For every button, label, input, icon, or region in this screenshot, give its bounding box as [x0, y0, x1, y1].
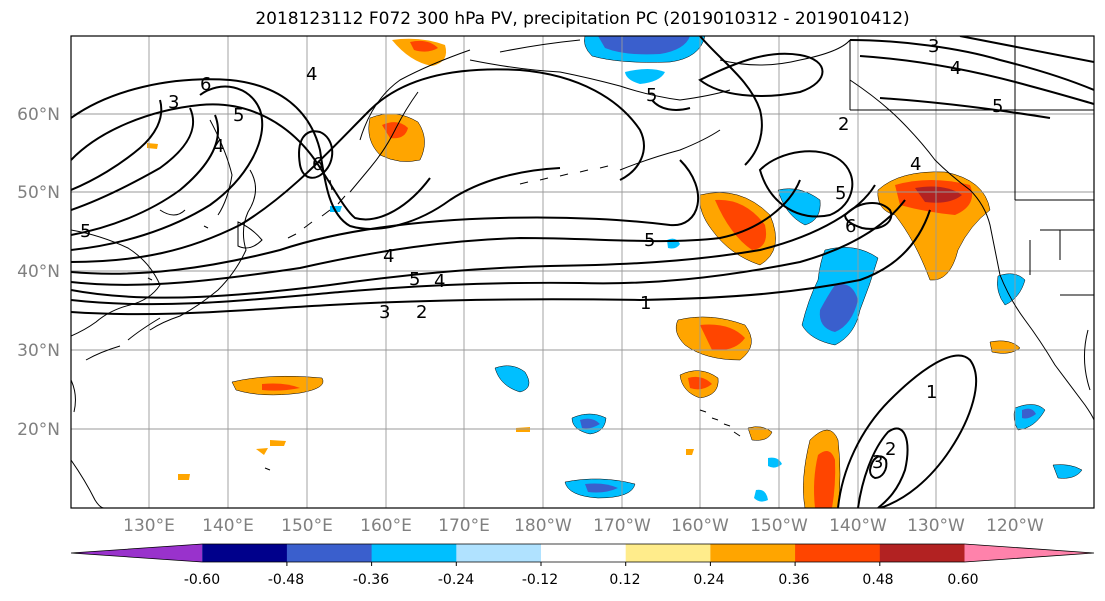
colorbar-outline: [70, 543, 1095, 563]
lon-label: 120°W: [986, 516, 1044, 536]
colorbar-segment: [71, 544, 203, 562]
contour-label: 1: [640, 293, 651, 314]
contour-label: 5: [644, 230, 655, 251]
lon-label: 160°E: [360, 516, 412, 536]
contour-label: 4: [213, 136, 224, 157]
map-frame: [70, 35, 1095, 509]
colorbar-tick-label: 0.12: [609, 572, 640, 588]
colorbar-segment: [202, 544, 288, 562]
lon-label: 170°W: [593, 516, 651, 536]
pv-contours: [71, 36, 1094, 508]
contour-label: 6: [312, 154, 323, 175]
lon-labels: 130°E 140°E 150°E 160°E 170°E 180°W 170°…: [123, 516, 1044, 536]
colorbar-tick-label: 0.24: [693, 572, 724, 588]
colorbar: [70, 543, 1095, 566]
lon-label: 180°W: [514, 516, 572, 536]
coastlines: [71, 36, 1094, 508]
colorbar-tick-label: 0.48: [862, 572, 893, 588]
contour-label: 2: [885, 439, 896, 460]
map-area: 1 2 3 4 4 5 3 5 6 6 5 4 4 5 5 5 6 2 4 3 …: [71, 36, 1094, 508]
colorbar-ticks: -0.60 -0.48 -0.36 -0.24 -0.12 0.12 0.24 …: [184, 572, 979, 588]
colorbar-tick-label: -0.36: [353, 572, 389, 588]
colorbar-tick-label: -0.48: [268, 572, 304, 588]
colorbar-tick-label: -0.12: [522, 572, 558, 588]
contour-label: 5: [80, 221, 91, 242]
lat-labels: 60°N 50°N 40°N 30°N 20°N: [17, 105, 60, 440]
contour-label: 4: [306, 64, 317, 85]
contour-label: 4: [434, 271, 445, 292]
contour-label: 6: [845, 216, 856, 237]
lat-label: 40°N: [17, 262, 60, 282]
lat-label: 30°N: [17, 341, 60, 361]
contour-label: 4: [383, 246, 394, 267]
lon-label: 140°E: [202, 516, 254, 536]
contour-label: 2: [838, 114, 849, 135]
colorbar-segment: [964, 544, 1094, 562]
contour-label: 4: [950, 58, 961, 79]
contour-label: 5: [835, 183, 846, 204]
contour-label: 2: [416, 302, 427, 323]
colorbar-segment: [371, 544, 457, 562]
lon-label: 150°W: [750, 516, 808, 536]
lon-label: 140°W: [829, 516, 887, 536]
colorbar-tick-label: -0.24: [438, 572, 474, 588]
colorbar-segment: [625, 544, 711, 562]
colorbar-segment: [879, 544, 965, 562]
colorbar-tick-label: 0.36: [778, 572, 809, 588]
contour-label: 3: [928, 36, 939, 57]
contour-label: 5: [646, 85, 657, 106]
contour-label: 5: [992, 96, 1003, 117]
colorbar-segment: [795, 544, 881, 562]
contour-label: 4: [910, 154, 921, 175]
lon-label: 150°E: [281, 516, 333, 536]
contour-label: 3: [872, 452, 883, 473]
contour-label: 3: [168, 92, 179, 113]
lon-label: 160°W: [671, 516, 729, 536]
contour-label: 5: [233, 105, 244, 126]
contour-label: 5: [409, 269, 420, 290]
colorbar-segment: [286, 544, 373, 562]
colorbar-segment: [456, 544, 542, 562]
lat-label: 50°N: [17, 183, 60, 203]
colorbar-tick-label: 0.60: [947, 572, 978, 588]
contour-label: 1: [926, 382, 937, 403]
lon-label: 130°W: [907, 516, 965, 536]
map-title: 2018123112 F072 300 hPa PV, precipitatio…: [255, 9, 910, 29]
contour-label: 6: [200, 74, 211, 95]
contour-label: 3: [379, 302, 390, 323]
contour-labels: 1 2 3 4 4 5 3 5 6 6 5 4 4 5 5 5 6 2 4 3 …: [80, 36, 1003, 473]
lon-label: 130°E: [123, 516, 175, 536]
lon-label: 170°E: [438, 516, 490, 536]
colorbar-segment: [541, 544, 627, 562]
lat-label: 60°N: [17, 105, 60, 125]
colorbar-tick-label: -0.60: [184, 572, 220, 588]
lat-label: 20°N: [17, 420, 60, 440]
colorbar-segment: [710, 544, 796, 562]
